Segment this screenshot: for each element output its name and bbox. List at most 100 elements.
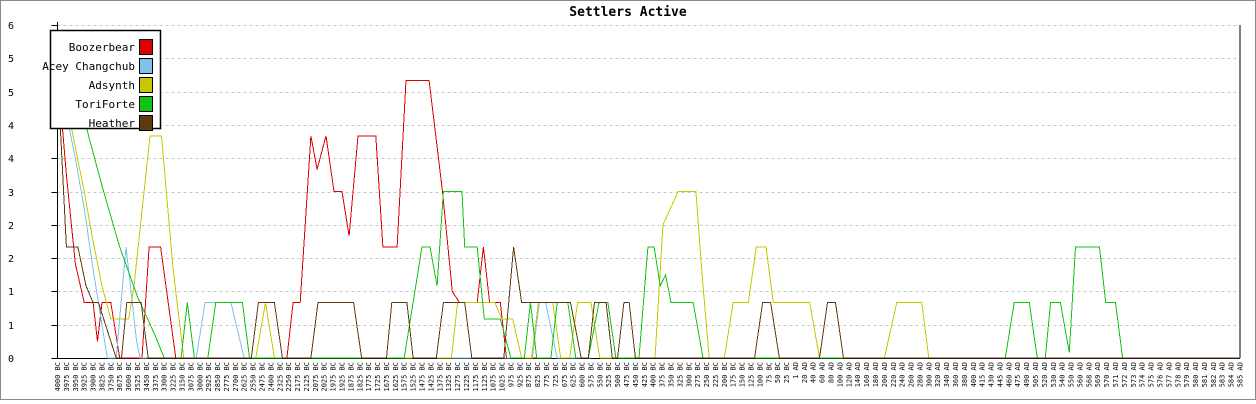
svg-text:2625 BC: 2625 BC (241, 362, 249, 392)
x-axis-labels: 4000 BC 3975 BC 3950 BC 3925 BC 3900 BC 3825 … (54, 362, 1245, 392)
svg-text:1325 BC: 1325 BC (445, 362, 453, 392)
svg-text:925 BC: 925 BC (516, 362, 524, 387)
svg-text:569 AD: 569 AD (1094, 362, 1102, 387)
svg-text:1275 BC: 1275 BC (454, 362, 462, 392)
svg-text:572 AD: 572 AD (1121, 362, 1129, 387)
svg-text:475 BC: 475 BC (623, 362, 631, 387)
legend-swatch-heather (139, 115, 153, 131)
svg-text:500 BC: 500 BC (614, 362, 622, 387)
svg-text:1375 BC: 1375 BC (436, 362, 444, 392)
legend-label: Acey Changchub (42, 60, 135, 73)
svg-text:600 BC: 600 BC (579, 362, 587, 387)
series-lines (57, 63, 1240, 359)
svg-text:75 BC: 75 BC (765, 362, 773, 383)
svg-text:1775 BC: 1775 BC (365, 362, 373, 392)
svg-text:1225 BC: 1225 BC (463, 362, 471, 392)
svg-text:525 BC: 525 BC (605, 362, 613, 387)
svg-text:825 BC: 825 BC (534, 362, 542, 387)
svg-text:2400 BC: 2400 BC (267, 362, 275, 392)
svg-text:1925 BC: 1925 BC (339, 362, 347, 392)
svg-text:550 AD: 550 AD (1068, 362, 1076, 387)
legend-item-adsynth: Adsynth (89, 77, 153, 93)
svg-text:240 AD: 240 AD (899, 362, 907, 387)
svg-text:3975 BC: 3975 BC (63, 362, 71, 392)
svg-text:578 AD: 578 AD (1174, 362, 1182, 387)
svg-text:430 AD: 430 AD (988, 362, 996, 387)
svg-text:490 AD: 490 AD (1023, 362, 1031, 387)
svg-text:60 AD: 60 AD (819, 362, 827, 383)
svg-text:3450 BC: 3450 BC (143, 362, 151, 392)
svg-text:5: 5 (8, 54, 14, 65)
legend-swatch-adsynth (139, 77, 153, 93)
legend-label: Heather (89, 117, 136, 130)
svg-text:575 AD: 575 AD (1148, 362, 1156, 387)
svg-text:2025 BC: 2025 BC (321, 362, 329, 392)
legend-swatch-acey-changchub (139, 58, 153, 74)
svg-text:1575 BC: 1575 BC (401, 362, 409, 392)
svg-text:574 AD: 574 AD (1139, 362, 1147, 387)
svg-text:225 BC: 225 BC (712, 362, 720, 387)
svg-text:2175 BC: 2175 BC (294, 362, 302, 392)
svg-text:1525 BC: 1525 BC (410, 362, 418, 392)
svg-text:570 AD: 570 AD (1103, 362, 1111, 387)
svg-text:530 AD: 530 AD (1050, 362, 1058, 387)
svg-text:1: 1 (8, 287, 14, 298)
svg-text:340 AD: 340 AD (943, 362, 951, 387)
svg-text:475 AD: 475 AD (1014, 362, 1022, 387)
svg-text:4: 4 (8, 121, 14, 132)
series-line-heather (57, 72, 1240, 359)
svg-text:1025 BC: 1025 BC (499, 362, 507, 392)
svg-text:2850 BC: 2850 BC (214, 362, 222, 392)
svg-text:120 AD: 120 AD (845, 362, 853, 387)
svg-text:3075 BC: 3075 BC (187, 362, 195, 392)
svg-text:125 BC: 125 BC (748, 362, 756, 387)
svg-text:1625 BC: 1625 BC (392, 362, 400, 392)
svg-text:380 AD: 380 AD (961, 362, 969, 387)
svg-text:1675 BC: 1675 BC (383, 362, 391, 392)
svg-text:350 BC: 350 BC (668, 362, 676, 387)
svg-text:100 AD: 100 AD (836, 362, 844, 387)
svg-text:975 BC: 975 BC (507, 362, 515, 387)
svg-text:200 AD: 200 AD (881, 362, 889, 387)
svg-text:2: 2 (8, 254, 14, 265)
series-line-acey-changchub (57, 72, 591, 359)
svg-text:625 BC: 625 BC (570, 362, 578, 387)
legend-swatch-boozerbear (139, 39, 153, 55)
svg-text:150 BC: 150 BC (739, 362, 747, 387)
svg-text:575 BC: 575 BC (588, 362, 596, 387)
svg-text:180 AD: 180 AD (872, 362, 880, 387)
svg-text:2075 BC: 2075 BC (312, 362, 320, 392)
svg-text:3825 BC: 3825 BC (99, 362, 107, 392)
legend-item-acey-changchub: Acey Changchub (42, 58, 153, 74)
svg-text:40 AD: 40 AD (810, 362, 818, 383)
svg-text:375 BC: 375 BC (659, 362, 667, 387)
legend: Boozerbear Acey Changchub Adsynth ToriForte… (42, 29, 162, 131)
svg-text:568 AD: 568 AD (1085, 362, 1093, 387)
svg-text:3925 BC: 3925 BC (81, 362, 89, 392)
svg-text:2325 BC: 2325 BC (276, 362, 284, 392)
svg-text:4000 BC: 4000 BC (54, 362, 62, 392)
svg-text:280 AD: 280 AD (916, 362, 924, 387)
legend-label: Adsynth (89, 79, 135, 92)
svg-text:460 AD: 460 AD (1005, 362, 1013, 387)
svg-text:3525 BC: 3525 BC (134, 362, 142, 392)
legend-label: Boozerbear (69, 41, 136, 54)
svg-text:1875 BC: 1875 BC (347, 362, 355, 392)
svg-text:1425 BC: 1425 BC (427, 362, 435, 392)
svg-text:220 AD: 220 AD (890, 362, 898, 387)
svg-text:50 BC: 50 BC (774, 362, 782, 383)
svg-text:360 AD: 360 AD (952, 362, 960, 387)
svg-text:100 BC: 100 BC (756, 362, 764, 387)
svg-text:1: 1 (8, 321, 14, 332)
svg-text:0: 0 (8, 354, 14, 365)
svg-text:450 BC: 450 BC (632, 362, 640, 387)
svg-text:300 AD: 300 AD (925, 362, 933, 387)
svg-text:3000 BC: 3000 BC (196, 362, 204, 392)
svg-text:520 AD: 520 AD (1041, 362, 1049, 387)
svg-text:140 AD: 140 AD (854, 362, 862, 387)
svg-text:160 AD: 160 AD (863, 362, 871, 387)
svg-text:584 AD: 584 AD (1228, 362, 1236, 387)
svg-text:3225 BC: 3225 BC (170, 362, 178, 392)
svg-text:725 BC: 725 BC (552, 362, 560, 387)
